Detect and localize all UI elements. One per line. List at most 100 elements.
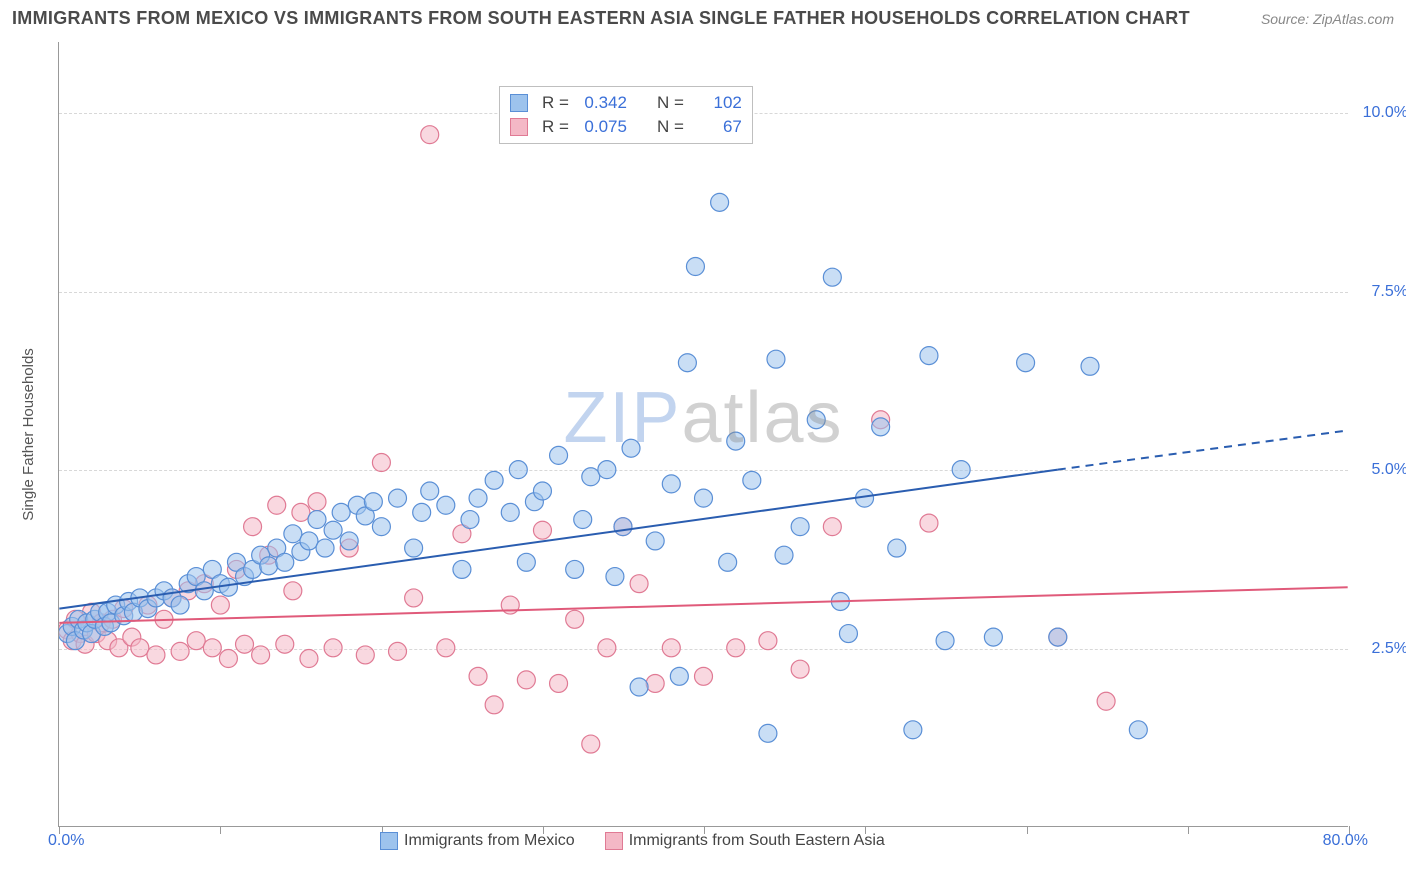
data-point-sea xyxy=(920,514,938,532)
data-point-mexico xyxy=(743,471,761,489)
data-point-mexico xyxy=(260,557,278,575)
data-point-sea xyxy=(582,735,600,753)
data-point-mexico xyxy=(284,525,302,543)
data-point-mexico xyxy=(316,539,334,557)
y-tick-label: 2.5% xyxy=(1372,640,1406,658)
swatch-icon xyxy=(605,832,623,850)
data-point-mexico xyxy=(606,568,624,586)
data-point-sea xyxy=(252,646,270,664)
stat-n-value: 102 xyxy=(692,93,742,113)
y-tick-label: 7.5% xyxy=(1372,283,1406,301)
data-point-mexico xyxy=(727,432,745,450)
data-point-mexico xyxy=(1017,354,1035,372)
data-point-sea xyxy=(823,518,841,536)
data-point-mexico xyxy=(759,724,777,742)
chart-svg xyxy=(59,42,1348,826)
data-point-sea xyxy=(203,639,221,657)
data-point-sea xyxy=(268,496,286,514)
trend-line-mexico xyxy=(59,470,1057,609)
title-bar: IMMIGRANTS FROM MEXICO VS IMMIGRANTS FRO… xyxy=(12,8,1394,29)
data-point-sea xyxy=(236,635,254,653)
data-point-sea xyxy=(759,632,777,650)
data-point-sea xyxy=(219,650,237,668)
trend-line-dash-mexico xyxy=(1058,430,1348,469)
stat-n-label: N = xyxy=(657,93,684,113)
data-point-mexico xyxy=(686,258,704,276)
data-point-mexico xyxy=(501,503,519,521)
data-point-mexico xyxy=(171,596,189,614)
data-point-mexico xyxy=(872,418,890,436)
y-tick-label: 5.0% xyxy=(1372,461,1406,479)
data-point-sea xyxy=(276,635,294,653)
data-point-mexico xyxy=(984,628,1002,646)
data-point-mexico xyxy=(550,446,568,464)
data-point-mexico xyxy=(695,489,713,507)
source-label: Source: ZipAtlas.com xyxy=(1261,11,1394,27)
stats-legend: R = 0.342 N = 102R =0.075N =67 xyxy=(499,86,753,144)
data-point-sea xyxy=(550,674,568,692)
data-point-mexico xyxy=(888,539,906,557)
data-point-mexico xyxy=(711,193,729,211)
data-point-sea xyxy=(324,639,342,657)
data-point-sea xyxy=(533,521,551,539)
data-point-sea xyxy=(646,674,664,692)
plot-area: ZIPatlas R =0.342N =102R =0.075N =67 2.5… xyxy=(58,42,1348,827)
stat-r-label: R = xyxy=(542,93,569,113)
data-point-sea xyxy=(791,660,809,678)
swatch-icon xyxy=(510,94,528,112)
data-point-mexico xyxy=(574,511,592,529)
data-point-mexico xyxy=(1049,628,1067,646)
data-point-sea xyxy=(147,646,165,664)
data-point-sea xyxy=(727,639,745,657)
data-point-mexico xyxy=(622,439,640,457)
data-point-mexico xyxy=(324,521,342,539)
stat-n-label: N = xyxy=(657,117,684,137)
data-point-mexico xyxy=(662,475,680,493)
data-point-sea xyxy=(469,667,487,685)
legend-item-sea: Immigrants from South Eastern Asia xyxy=(605,832,885,850)
data-point-mexico xyxy=(566,560,584,578)
data-point-sea xyxy=(187,632,205,650)
x-min-label: 0.0% xyxy=(48,832,84,850)
legend-label: Immigrants from Mexico xyxy=(404,832,575,850)
data-point-mexico xyxy=(767,350,785,368)
data-point-mexico xyxy=(461,511,479,529)
data-point-mexico xyxy=(952,461,970,479)
data-point-mexico xyxy=(300,532,318,550)
swatch-icon xyxy=(510,118,528,136)
data-point-mexico xyxy=(372,518,390,536)
data-point-mexico xyxy=(646,532,664,550)
stats-row-sea: R =0.075N =67 xyxy=(510,115,742,139)
data-point-sea xyxy=(566,610,584,628)
data-point-sea xyxy=(485,696,503,714)
stats-row-mexico: R = 0.342 N = 102 xyxy=(510,91,742,115)
legend-item-mexico: Immigrants from Mexico xyxy=(380,832,575,850)
data-point-mexico xyxy=(678,354,696,372)
data-point-mexico xyxy=(920,347,938,365)
data-point-sea xyxy=(598,639,616,657)
data-point-mexico xyxy=(332,503,350,521)
data-point-sea xyxy=(517,671,535,689)
data-point-mexico xyxy=(469,489,487,507)
data-point-mexico xyxy=(517,553,535,571)
data-point-mexico xyxy=(614,518,632,536)
data-point-sea xyxy=(300,650,318,668)
data-point-mexico xyxy=(413,503,431,521)
data-point-sea xyxy=(695,667,713,685)
data-point-sea xyxy=(356,646,374,664)
swatch-icon xyxy=(380,832,398,850)
stat-r-value: 0.342 xyxy=(577,93,627,113)
data-point-mexico xyxy=(453,560,471,578)
data-point-mexico xyxy=(421,482,439,500)
y-axis-label-container: Single Father Households xyxy=(18,42,38,827)
data-point-sea xyxy=(421,126,439,144)
data-point-mexico xyxy=(485,471,503,489)
data-point-sea xyxy=(211,596,229,614)
data-point-sea xyxy=(405,589,423,607)
chart-title: IMMIGRANTS FROM MEXICO VS IMMIGRANTS FRO… xyxy=(12,8,1190,29)
data-point-mexico xyxy=(437,496,455,514)
data-point-mexico xyxy=(582,468,600,486)
data-point-mexico xyxy=(719,553,737,571)
data-point-mexico xyxy=(630,678,648,696)
y-axis-label: Single Father Households xyxy=(20,348,37,521)
